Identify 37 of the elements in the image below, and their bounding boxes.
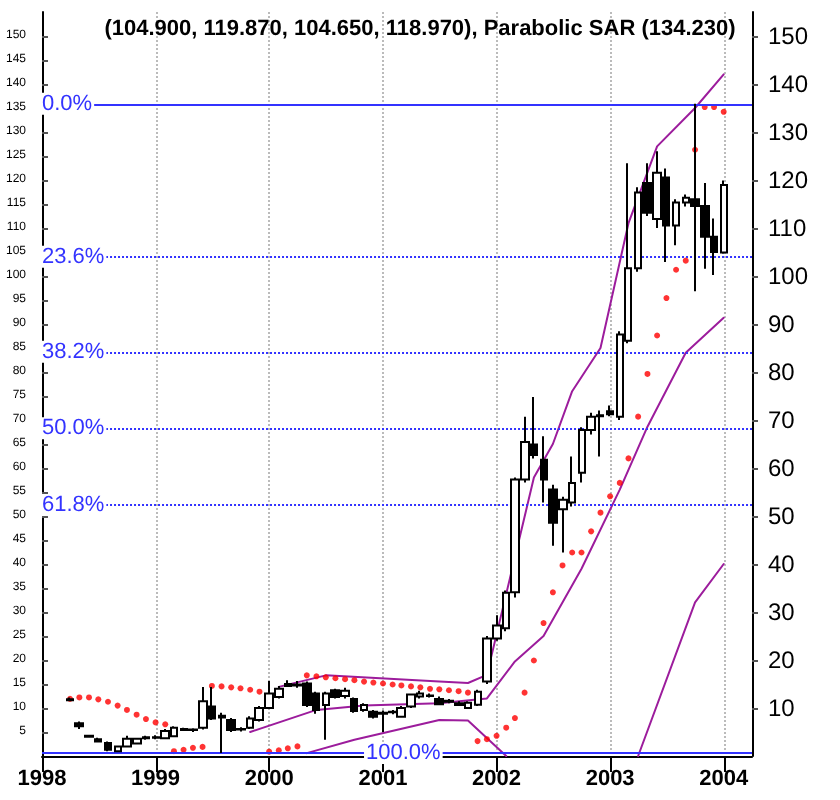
candlestick [540, 435, 548, 504]
candlestick [84, 733, 94, 739]
annotation: 38.2% [42, 339, 105, 364]
y-tick-label: 70 [768, 406, 796, 434]
x-tick-label: 1998 [17, 767, 67, 791]
y-tick-label: 120 [768, 166, 809, 194]
line-series [249, 316, 725, 733]
candlestick [188, 727, 198, 733]
candlestick [160, 728, 170, 741]
y-tick-label: 140 [768, 70, 809, 98]
y-tick-label: 30 [768, 598, 796, 626]
chart-title: (104.900, 119.870, 104.650, 118.970), Parabolic SAR (134.230) [104, 17, 737, 41]
y-tick-label: 130 [768, 118, 809, 146]
y-tick-label: 10 [768, 694, 796, 722]
annotation: 50.0% [42, 416, 105, 441]
annotation: 100.0% [366, 741, 442, 766]
x-tick-label: 2002 [472, 767, 522, 791]
y-tick-label: 80 [768, 358, 796, 386]
y-tick-label: 110 [768, 214, 807, 242]
x-tick-label: 2000 [244, 767, 294, 791]
candlestick [74, 720, 84, 731]
annotation: 61.8% [42, 492, 105, 517]
y-tick-label: 100 [768, 262, 809, 290]
y-tick-label: 150 [768, 22, 809, 50]
line-series [277, 73, 725, 688]
candlestick [198, 685, 208, 731]
x-tick-label: 2004 [699, 767, 750, 791]
y-tick-label: 60 [768, 454, 796, 482]
x-tick-label: 2001 [358, 767, 408, 791]
y-tick-label: 50 [768, 502, 796, 530]
x-tick-label: 2003 [585, 767, 635, 791]
annotation: 23.6% [42, 244, 105, 269]
x-tick-label: 1999 [131, 767, 181, 791]
y-tick-label: 20 [768, 646, 796, 674]
annotation: 0.0% [42, 91, 93, 116]
y-tick-label: 40 [768, 550, 796, 578]
y-tick-label: 90 [768, 310, 796, 338]
